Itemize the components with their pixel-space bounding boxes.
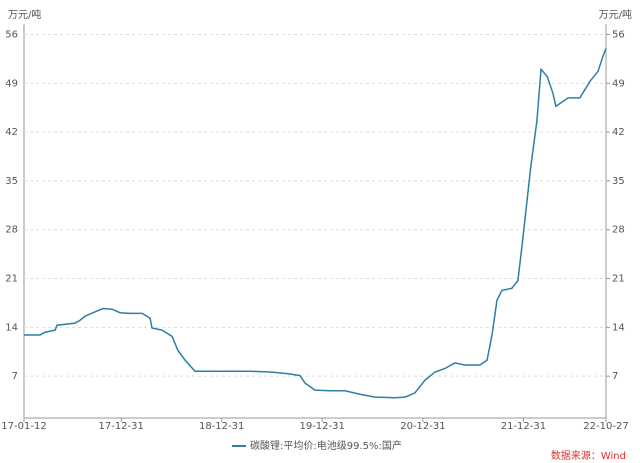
y2-tick-label: 21 <box>612 274 625 285</box>
legend-label: 碳酸锂:平均价:电池级99.5%:国产 <box>250 439 402 452</box>
data-line <box>24 48 607 399</box>
y-tick-label: 21 <box>5 274 18 285</box>
x-tick-label: 17-12-31 <box>98 421 143 432</box>
y2-tick-label: 56 <box>612 29 625 40</box>
y-axis-label: 万元/吨 <box>8 8 41 21</box>
x-tick-label: 18-12-31 <box>199 421 244 432</box>
x-tick-label: 22-10-27 <box>583 421 628 432</box>
y2-tick-label: 49 <box>612 78 625 89</box>
y2-tick-label: 14 <box>612 322 625 333</box>
y2-tick-label: 42 <box>612 127 625 138</box>
x-tick-label: 19-12-31 <box>299 421 344 432</box>
x-tick-label: 20-12-31 <box>400 421 445 432</box>
y2-axis-label: 万元/吨 <box>599 8 632 21</box>
x-tick-label: 21-12-31 <box>501 421 546 432</box>
x-tick-label: 17-01-12 <box>1 421 46 432</box>
y-tick-label: 7 <box>12 371 18 382</box>
y-tick-label: 35 <box>5 176 18 187</box>
y2-tick-label: 28 <box>612 225 625 236</box>
y-tick-label: 49 <box>5 78 18 89</box>
y-tick-label: 14 <box>5 322 18 333</box>
y2-tick-label: 7 <box>612 371 618 382</box>
y-tick-label: 56 <box>5 29 18 40</box>
source-note: 数据来源：Wind <box>551 449 626 462</box>
y-tick-label: 42 <box>5 127 18 138</box>
y-tick-label: 28 <box>5 225 18 236</box>
y2-tick-label: 35 <box>612 176 625 187</box>
